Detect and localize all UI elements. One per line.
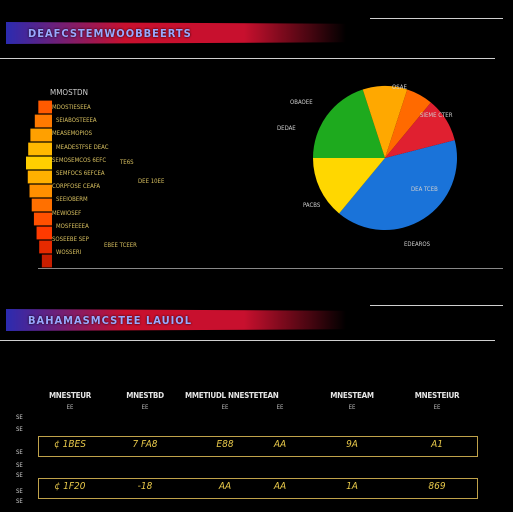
table-cell: 7 FA8 <box>132 439 158 450</box>
mid-title-text: BAHAMASMCSTEE LAUIOL <box>28 313 192 327</box>
pie-label: OBAOEE <box>290 99 313 106</box>
bar <box>28 142 52 156</box>
bar-label: MEASEMOPIOS <box>52 130 93 138</box>
row-side-label: SE <box>16 472 23 479</box>
table-cell: E88 <box>216 439 234 450</box>
table-cell: -18 <box>137 481 153 492</box>
table-cell: 9A <box>346 439 358 450</box>
bar <box>26 156 52 170</box>
bar <box>27 170 52 184</box>
pie-chart <box>313 86 457 230</box>
row-side-label: SE <box>16 414 23 421</box>
mid-rule-short <box>370 305 503 306</box>
bar-value-label: EBEE TCEER <box>104 242 137 249</box>
bar-chart <box>26 100 52 268</box>
column-header: MNESTEIUR <box>414 391 460 400</box>
chart-baseline <box>38 268 503 269</box>
pie-label: OSAE <box>392 84 407 91</box>
bar-value-label: DEE 10EE <box>138 178 165 185</box>
bar-label: CORPFOSE CEAFA <box>52 183 101 191</box>
table-cell: AA <box>218 481 232 492</box>
top-title-banner: DEAFCSTEMWOOBBEERTS <box>6 22 346 44</box>
row-side-label: SE <box>16 449 23 456</box>
row-side-label: SE <box>16 488 23 495</box>
pie-slice <box>313 89 385 158</box>
column-unit: EE <box>433 404 441 411</box>
pie-slice <box>339 140 457 230</box>
bar-label: SEEIOBERM <box>56 196 88 204</box>
mid-title-banner: BAHAMASMCSTEE LAUIOL <box>6 309 346 331</box>
pie-label: EDEAROS <box>404 241 431 248</box>
bar-label: SOSEEBE SEP <box>52 236 89 243</box>
column-header: MNESTEUR <box>48 391 92 400</box>
row-side-label: SE <box>16 426 23 433</box>
column-unit: EE <box>221 404 229 411</box>
top-title-text: DEAFCSTEMWOOBBEERTS <box>28 26 192 40</box>
pie-slice <box>362 86 408 158</box>
pie-label: SIEME CTER <box>420 112 453 119</box>
bar <box>29 184 52 198</box>
bar-label: SEMOSEMCOS 6EFC <box>52 156 107 164</box>
bar-chart-title: MMOSTDN <box>50 88 88 97</box>
table-cell: 869 <box>428 481 446 492</box>
bar <box>41 254 52 268</box>
bar <box>38 100 52 114</box>
bar <box>31 198 52 212</box>
column-header: MNESTBD <box>126 391 164 400</box>
bar <box>34 114 52 128</box>
bar-label: SEIABOSTEEEA <box>56 117 97 125</box>
top-rule-long <box>0 58 495 59</box>
pie-slice <box>313 158 385 214</box>
bar-label: WOSSERI <box>56 249 82 257</box>
table-cell: ¢ 1F20 <box>54 481 86 492</box>
pie-slice <box>385 89 431 158</box>
column-header: MNESTEAM <box>330 391 374 400</box>
table-cell: AA <box>273 439 287 450</box>
table-cell: A1 <box>431 439 443 450</box>
column-header: MMETIUDL NNESTETEAN <box>185 391 279 400</box>
pie-label: DEDAE <box>277 125 296 132</box>
top-rule-short <box>370 18 503 19</box>
bar <box>39 240 52 254</box>
row-side-label: SE <box>16 498 23 505</box>
bar <box>30 128 52 142</box>
bar-label: MEWIOSEF <box>52 209 82 217</box>
bar-label: MDOSTIESEEA <box>52 104 91 111</box>
table-cell: AA <box>273 481 287 492</box>
column-unit: EE <box>141 404 149 411</box>
row-side-label: SE <box>16 462 23 469</box>
column-unit: EE <box>66 404 74 411</box>
pie-slice <box>385 102 455 158</box>
column-unit: EE <box>348 404 356 411</box>
bar <box>36 226 52 240</box>
bar-value-label: TE6S <box>120 159 134 166</box>
bar-label: MOSFEEEEA <box>56 222 89 230</box>
pie-label: PACBS <box>303 202 321 209</box>
table-row <box>38 436 478 457</box>
mid-rule-long <box>0 340 495 341</box>
column-unit: EE <box>276 404 284 411</box>
table-cell: ¢ 1BES <box>54 439 86 450</box>
bar-label: MEADESTFSE DEAC <box>56 143 109 151</box>
pie-label: DEA TCEB <box>411 186 438 193</box>
table-row <box>38 478 478 499</box>
bar <box>33 212 52 226</box>
bar-label: SEMFOCS 6EFCEA <box>56 170 105 177</box>
table-cell: 1A <box>346 481 358 492</box>
